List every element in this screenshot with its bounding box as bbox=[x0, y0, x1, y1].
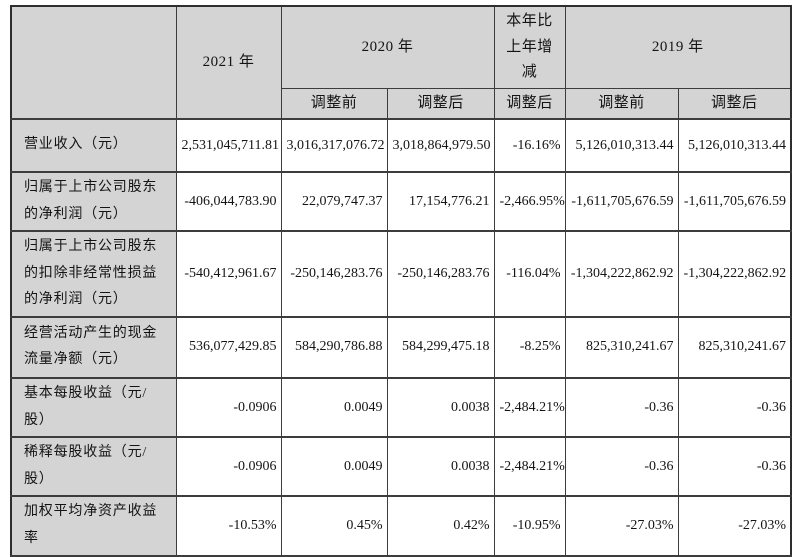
cell-2019-post: -0.36 bbox=[677, 376, 792, 439]
cell-2020-post: -250,146,283.76 bbox=[386, 230, 495, 318]
cell-2019-pre: 825,310,241.67 bbox=[564, 315, 679, 379]
cell-2021: -0.0906 bbox=[175, 436, 282, 498]
cell-2019-post: 5,126,010,313.44 bbox=[677, 118, 792, 173]
row-label: 归属于上市公司股东的扣除非经常性损益的净利润（元） bbox=[10, 230, 177, 318]
cell-2019-post: 825,310,241.67 bbox=[677, 315, 792, 379]
header-row-adjustments: 调整前 调整后 调整后 调整前 调整后 bbox=[11, 87, 792, 120]
cell-2021: 2,531,045,711.81 bbox=[175, 118, 282, 173]
cell-2021: -10.53% bbox=[175, 495, 282, 557]
cell-2020-pre: 22,079,747.37 bbox=[280, 170, 388, 233]
cell-change: -10.95% bbox=[493, 495, 566, 557]
cell-2019-post: -27.03% bbox=[677, 495, 792, 557]
cell-2019-post: -1,304,222,862.92 bbox=[677, 230, 792, 318]
table-row: 经营活动产生的现金流量净额（元） 536,077,429.85 584,290,… bbox=[10, 315, 792, 379]
subheader-2020-post: 调整后 bbox=[386, 87, 495, 120]
cell-2019-pre: -1,611,705,676.59 bbox=[564, 170, 679, 233]
cell-2019-pre: 5,126,010,313.44 bbox=[564, 118, 679, 173]
cell-2020-post: 0.42% bbox=[386, 495, 495, 557]
subheader-2020-pre: 调整前 bbox=[280, 87, 388, 120]
cell-2020-post: 0.0038 bbox=[386, 376, 495, 439]
cell-2021: -406,044,783.90 bbox=[175, 170, 282, 233]
cell-2020-pre: 0.0049 bbox=[280, 436, 388, 498]
row-label: 基本每股收益（元/股） bbox=[10, 376, 177, 439]
year-header-2019: 2019 年 bbox=[564, 5, 792, 89]
cell-2020-post: 17,154,776.21 bbox=[386, 170, 495, 233]
subheader-2019-pre: 调整前 bbox=[564, 87, 679, 120]
cell-2021: -0.0906 bbox=[175, 376, 282, 439]
row-label: 归属于上市公司股东的净利润（元） bbox=[10, 170, 177, 233]
change-header: 本年比上年增减 bbox=[493, 5, 566, 89]
cell-2020-post: 584,299,475.18 bbox=[386, 315, 495, 379]
table-row: 归属于上市公司股东的扣除非经常性损益的净利润（元） -540,412,961.6… bbox=[10, 230, 792, 318]
cell-2020-pre: -250,146,283.76 bbox=[280, 230, 388, 318]
cell-change: -2,466.95% bbox=[493, 170, 566, 233]
cell-change: -16.16% bbox=[493, 118, 566, 173]
cell-2021: -540,412,961.67 bbox=[175, 230, 282, 318]
table-row: 归属于上市公司股东的净利润（元） -406,044,783.90 22,079,… bbox=[10, 170, 792, 233]
cell-2019-post: -0.36 bbox=[677, 436, 792, 498]
year-header-2021: 2021 年 bbox=[175, 5, 282, 120]
corner-header-cell bbox=[10, 5, 177, 120]
table-row: 加权平均净资产收益率 -10.53% 0.45% 0.42% -10.95% -… bbox=[10, 495, 792, 557]
cell-2019-post: -1,611,705,676.59 bbox=[677, 170, 792, 233]
cell-2019-pre: -1,304,222,862.92 bbox=[564, 230, 679, 318]
cell-2020-post: 0.0038 bbox=[386, 436, 495, 498]
cell-2021: 536,077,429.85 bbox=[175, 315, 282, 379]
row-label: 经营活动产生的现金流量净额（元） bbox=[10, 315, 177, 379]
row-label: 稀释每股收益（元/股） bbox=[10, 436, 177, 498]
financial-summary-table: 2021 年 2020 年 本年比上年增减 2019 年 调整前 调整后 调整后… bbox=[10, 5, 793, 557]
cell-change: -2,484.21% bbox=[493, 376, 566, 439]
subheader-change-post: 调整后 bbox=[493, 87, 566, 120]
subheader-2019-post: 调整后 bbox=[677, 87, 792, 120]
cell-2020-pre: 584,290,786.88 bbox=[280, 315, 388, 379]
table-row: 稀释每股收益（元/股） -0.0906 0.0049 0.0038 -2,484… bbox=[10, 436, 792, 498]
table-row: 基本每股收益（元/股） -0.0906 0.0049 0.0038 -2,484… bbox=[10, 376, 792, 439]
year-header-2020: 2020 年 bbox=[280, 5, 495, 89]
cell-2020-pre: 3,016,317,076.72 bbox=[280, 118, 388, 173]
header-row-years: 2021 年 2020 年 本年比上年增减 2019 年 bbox=[10, 5, 792, 120]
cell-2020-pre: 0.45% bbox=[280, 495, 388, 557]
cell-2019-pre: -27.03% bbox=[564, 495, 679, 557]
cell-change: -8.25% bbox=[493, 315, 566, 379]
cell-2019-pre: -0.36 bbox=[564, 376, 679, 439]
row-label: 营业收入（元） bbox=[10, 118, 177, 173]
cell-change: -2,484.21% bbox=[493, 436, 566, 498]
cell-2020-pre: 0.0049 bbox=[280, 376, 388, 439]
row-label: 加权平均净资产收益率 bbox=[10, 495, 177, 557]
cell-2019-pre: -0.36 bbox=[564, 436, 679, 498]
cell-2020-post: 3,018,864,979.50 bbox=[386, 118, 495, 173]
cell-change: -116.04% bbox=[493, 230, 566, 318]
table-row: 营业收入（元） 2,531,045,711.81 3,016,317,076.7… bbox=[10, 118, 792, 173]
